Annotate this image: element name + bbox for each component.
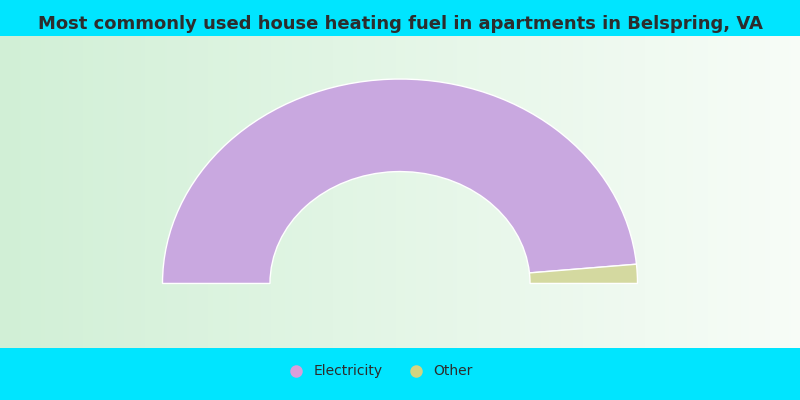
Text: Most commonly used house heating fuel in apartments in Belspring, VA: Most commonly used house heating fuel in… — [38, 15, 762, 33]
Text: Other: Other — [434, 364, 473, 378]
Wedge shape — [162, 79, 637, 284]
Text: Electricity: Electricity — [314, 364, 382, 378]
Wedge shape — [530, 264, 638, 284]
